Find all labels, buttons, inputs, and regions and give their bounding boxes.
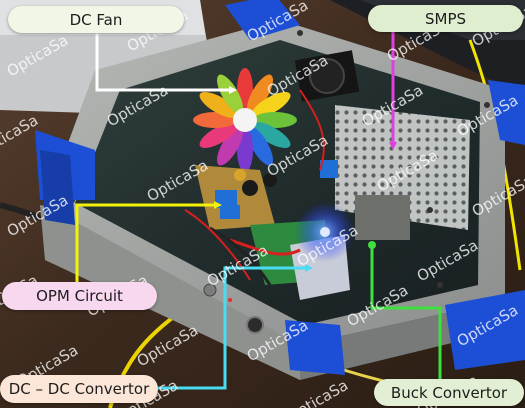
dc-fan-label: DC Fan: [8, 6, 184, 33]
buck-pointer: [370, 247, 442, 379]
buck-convertor-label: Buck Convertor: [374, 379, 524, 406]
opm-circuit-label: OPM Circuit: [2, 282, 157, 310]
dc-dc-convertor-label: DC – DC Convertor: [0, 375, 158, 403]
smps-label: SMPS: [368, 5, 523, 32]
opm-pointer: [75, 203, 215, 282]
dc-dc-pointer: [158, 266, 305, 390]
dc-fan-pointer: [95, 33, 230, 92]
